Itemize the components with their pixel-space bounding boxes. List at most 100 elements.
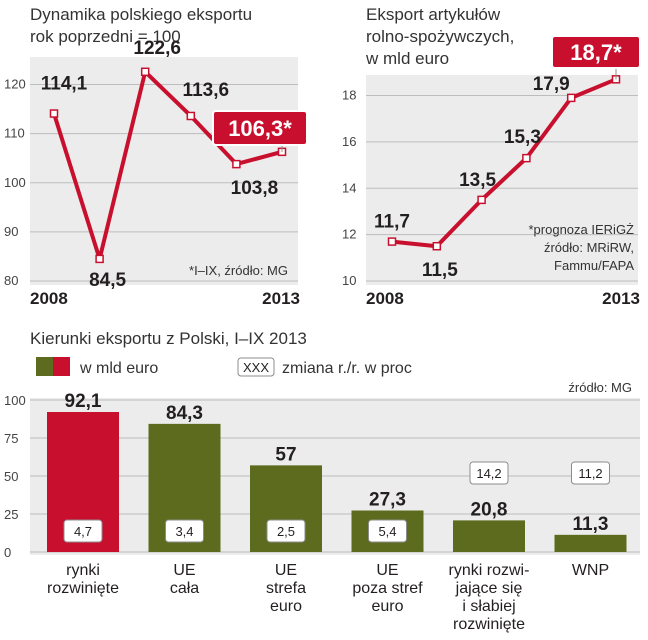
chart3-change-label: 14,2 xyxy=(476,466,501,481)
chart3-y-tick: 100 xyxy=(4,393,26,408)
chart1-point xyxy=(49,109,59,118)
chart2-data-label: 11,7 xyxy=(374,212,410,233)
legend-change: XXX zmiana r./r. w proc xyxy=(237,357,412,377)
legend-swatch-olive xyxy=(36,357,53,376)
chart3-y-tick: 50 xyxy=(4,469,18,484)
chart2-y-tick: 16 xyxy=(342,134,356,149)
chart2-note-line1: *prognoza IERiGŻ xyxy=(529,222,635,237)
chart1-data-label: 113,6 xyxy=(183,80,230,101)
chart3-category-label: rynki rozwi- xyxy=(449,562,530,579)
chart3-change-label: 11,2 xyxy=(578,466,602,481)
chart2-note-line3: Fammu/FAPA xyxy=(554,258,634,273)
chart1-point xyxy=(140,67,150,77)
chart3-category-label: i słabiej xyxy=(462,598,515,615)
chart1-note: *I–IX, źródło: MG xyxy=(189,263,288,278)
chart1-x-label-start: 2008 xyxy=(30,289,68,308)
chart1-highlight-label: 106,3* xyxy=(228,116,292,141)
chart2-point xyxy=(477,195,486,205)
chart3-value-label: 11,3 xyxy=(573,514,609,535)
chart1-y-tick: 90 xyxy=(4,224,18,239)
chart1-y-tick: 100 xyxy=(4,175,26,190)
chart-agri-food-export: Eksport artykułów rolno-spożywczych, w m… xyxy=(342,5,641,308)
chart2-data-label: 11,5 xyxy=(422,260,458,281)
chart3-value-label: 20,8 xyxy=(471,499,508,520)
chart1-title-line2: rok poprzedni = 100 xyxy=(30,27,181,46)
legend-value: w mld euro xyxy=(36,357,158,377)
chart3-change-box xyxy=(266,519,306,543)
chart2-point xyxy=(432,241,442,251)
chart1-data-label: 103,8 xyxy=(231,178,279,199)
chart2-data-label: 17,9 xyxy=(533,74,570,95)
chart3-category-label: strefa xyxy=(266,580,306,597)
chart2-highlight-label: 18,7* xyxy=(570,40,622,65)
legend-change-label: zmiana r./r. w proc xyxy=(282,360,412,377)
chart3-category-label: jające się xyxy=(455,580,523,597)
chart2-y-tick: 18 xyxy=(342,88,356,103)
chart1-data-label: 84,5 xyxy=(89,270,126,291)
chart3-change-label: 2,5 xyxy=(277,524,295,539)
chart2-title-line2: rolno-spożywczych, xyxy=(366,27,514,46)
chart3-source: źródło: MG xyxy=(568,380,632,395)
chart3-change-label: 4,7 xyxy=(74,524,92,539)
chart1-point xyxy=(186,111,196,121)
chart3-y-tick: 0 xyxy=(4,545,11,560)
chart3-category-label: cała xyxy=(170,580,199,597)
legend-change-box-text: XXX xyxy=(243,360,269,375)
chart2-note-line2: źródło: MRiRW, xyxy=(544,240,634,255)
chart3-category-label: UE xyxy=(173,562,195,579)
chart3-category-label: rynki xyxy=(66,562,100,579)
chart1-x-label-end: 2013 xyxy=(262,289,300,308)
chart3-y-tick: 25 xyxy=(4,507,18,522)
chart2-title-line1: Eksport artykułów xyxy=(366,5,501,24)
chart3-category-label: euro xyxy=(270,598,302,615)
legend-swatch-red xyxy=(53,357,70,376)
chart3-bar xyxy=(453,520,525,552)
chart3-category-label: rozwinięte xyxy=(47,580,119,597)
chart1-data-label: 114,1 xyxy=(41,74,88,95)
chart-export-directions: Kierunki eksportu z Polski, I–IX 2013 w … xyxy=(4,329,640,633)
chart2-data-label: 15,3 xyxy=(504,127,541,148)
chart1-data-label: 122,6 xyxy=(133,38,181,59)
chart1-y-tick: 120 xyxy=(4,77,26,92)
chart3-category-label: WNP xyxy=(572,562,609,579)
chart2-y-tick: 14 xyxy=(342,180,356,195)
chart3-category-label: UE xyxy=(275,562,297,579)
chart1-point xyxy=(95,254,104,264)
chart2-x-label-start: 2008 xyxy=(366,289,404,308)
chart1-highlight-box xyxy=(212,110,308,146)
chart1-point xyxy=(232,159,241,169)
chart3-change-box xyxy=(165,519,204,543)
chart1-series-line xyxy=(52,69,283,261)
chart3-change-label: 3,4 xyxy=(175,524,193,539)
chart1-y-tick: 80 xyxy=(4,273,18,288)
chart2-series-line xyxy=(391,77,617,249)
chart1-y-tick: 110 xyxy=(4,126,25,141)
chart3-category-label: UE xyxy=(376,562,398,579)
chart2-point xyxy=(566,93,576,103)
chart-export-dynamics: Dynamika polskiego eksportu rok poprzedn… xyxy=(4,5,308,308)
chart1-title-line1: Dynamika polskiego eksportu xyxy=(30,5,252,24)
chart3-y-tick: 75 xyxy=(4,431,18,446)
chart2-highlight-box xyxy=(551,35,641,69)
chart3-value-label: 27,3 xyxy=(369,490,406,511)
chart3-bar xyxy=(554,534,627,552)
chart3-change-box xyxy=(571,461,610,485)
legend-change-box xyxy=(237,357,275,377)
chart3-category-label: rozwinięte xyxy=(453,616,525,633)
chart3-title: Kierunki eksportu z Polski, I–IX 2013 xyxy=(30,329,307,348)
chart2-x-label-end: 2013 xyxy=(602,289,640,308)
chart3-value-label: 84,3 xyxy=(166,403,203,424)
chart3-change-box xyxy=(368,519,407,543)
chart3-value-label: 57 xyxy=(275,444,296,465)
chart2-title-line3: w mld euro xyxy=(365,49,449,68)
chart3-change-label: 5,4 xyxy=(378,524,396,539)
chart3-value-label: 92,1 xyxy=(65,391,102,412)
chart2-point xyxy=(522,153,531,163)
chart2-data-label: 13,5 xyxy=(459,170,496,191)
chart2-y-tick: 12 xyxy=(342,227,356,242)
chart2-y-tick: 10 xyxy=(342,273,356,288)
chart3-category-label: poza stref xyxy=(352,580,423,597)
chart3-category-label: euro xyxy=(371,598,403,615)
legend-value-label: w mld euro xyxy=(79,360,158,377)
